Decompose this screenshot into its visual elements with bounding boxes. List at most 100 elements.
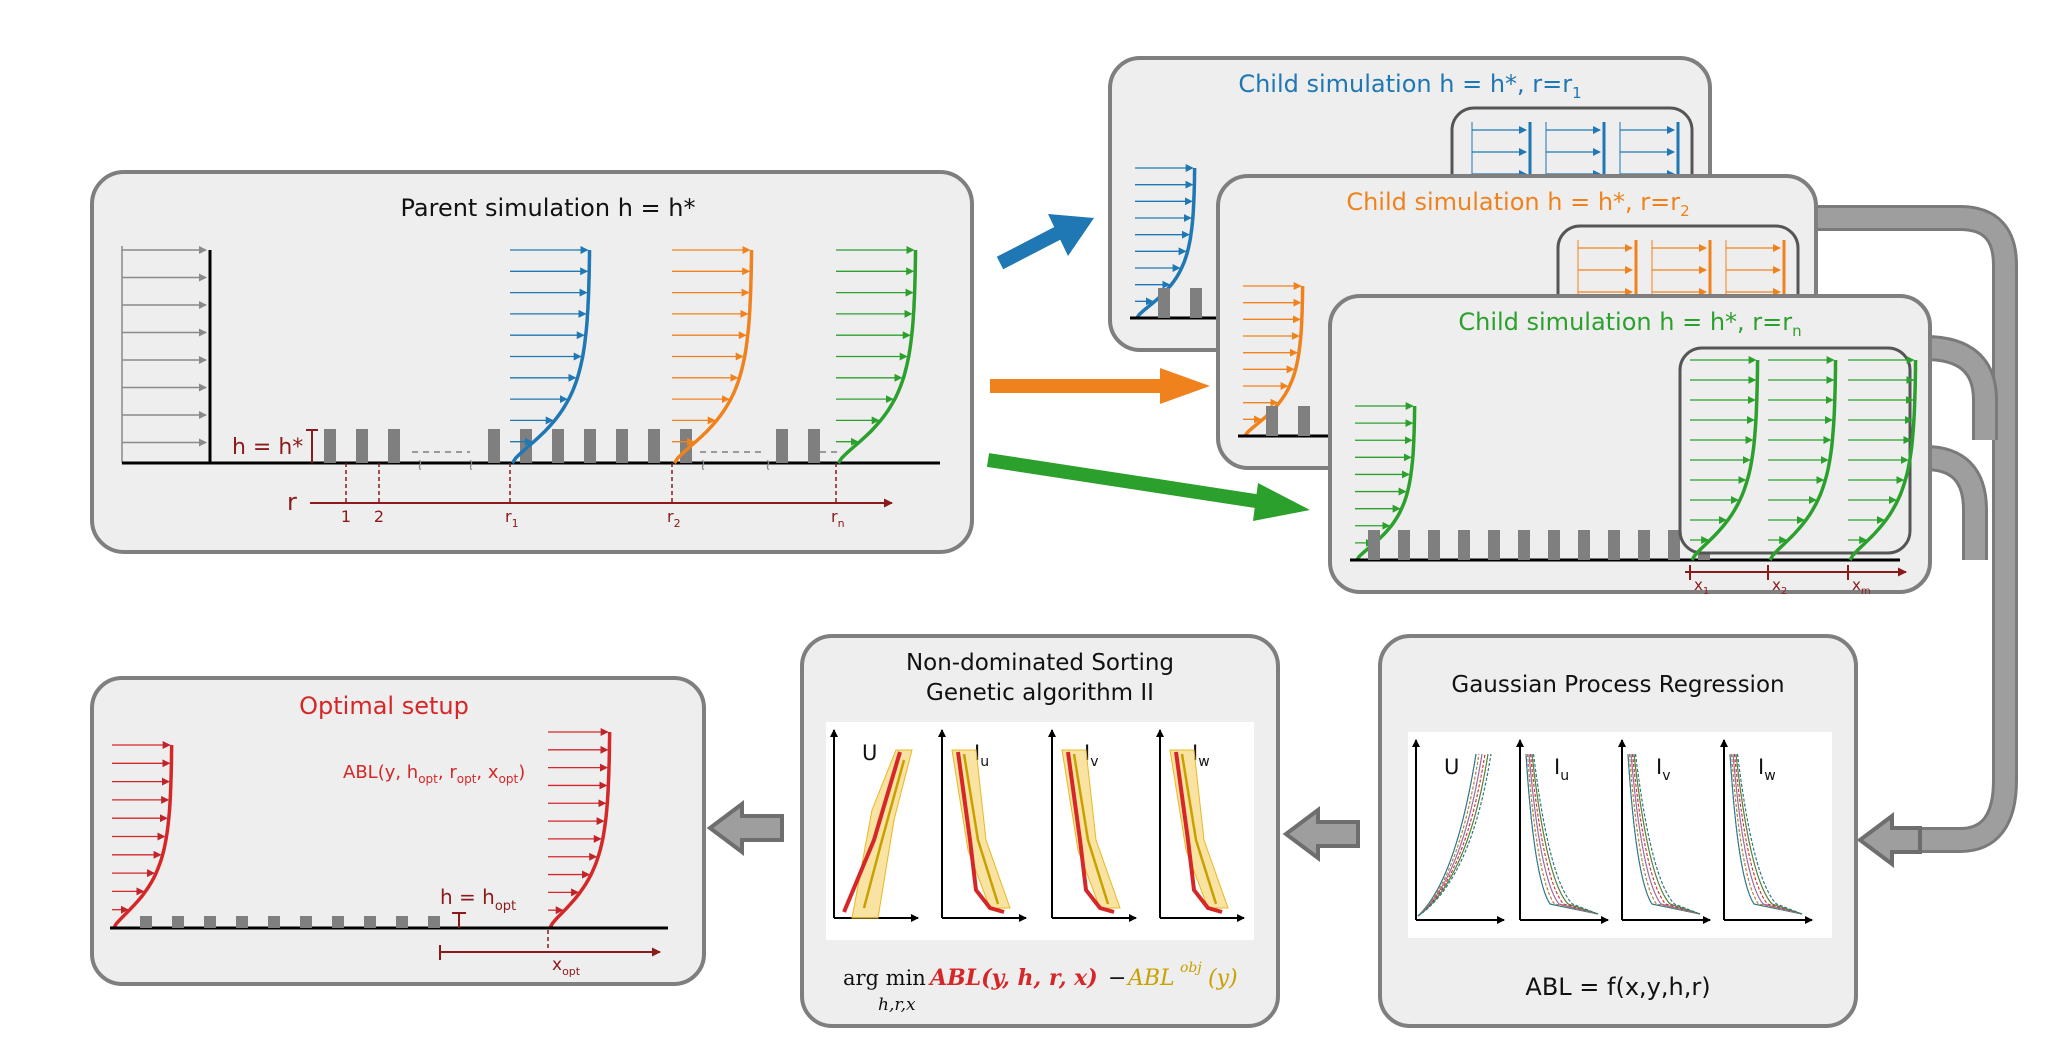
roughness-block bbox=[236, 916, 248, 928]
gpr-sample-curve bbox=[1635, 753, 1701, 915]
roughness-block bbox=[356, 429, 368, 463]
gpr-sample-curve bbox=[1729, 753, 1803, 915]
child-title: Child simulation h = h*, r=r2 bbox=[1346, 188, 1689, 220]
roughness-block bbox=[552, 429, 564, 463]
gpr-sample-curve bbox=[1417, 753, 1492, 917]
profile-r2 bbox=[672, 246, 754, 464]
gpr-sample-curve bbox=[1630, 753, 1701, 915]
roughness-block bbox=[616, 429, 628, 463]
roughness-block bbox=[364, 916, 376, 928]
formula-obj-arg: (y) bbox=[1208, 966, 1238, 991]
arrow-into-gpr bbox=[1856, 812, 1922, 868]
roughness-block bbox=[172, 916, 184, 928]
process-arrows bbox=[706, 205, 2018, 868]
nsga-title-line1: Non-dominated Sorting bbox=[906, 650, 1174, 676]
gpr-sample-curve bbox=[1527, 753, 1599, 915]
child-panels: Child simulation h = h*, r=r1 Child simul… bbox=[1108, 56, 1932, 597]
objective-band bbox=[851, 749, 913, 919]
arrow-nsga-to-optimal bbox=[706, 800, 784, 856]
formula-abl: ABL(y, h, r, x) bbox=[928, 965, 1098, 991]
profile-curve bbox=[672, 250, 754, 464]
r-ticks: 1 2 r1 r2 rn≀ ≀ ≀ ≀ bbox=[341, 455, 845, 530]
parent-title: Parent simulation h = h* bbox=[401, 194, 696, 222]
nsga-objective-formula: arg min h,r,x ABL(y, h, r, x) − ABL obj … bbox=[843, 960, 1238, 1015]
r-axis-label: r bbox=[287, 488, 297, 516]
nsga-title-line2: Genetic algorithm II bbox=[926, 680, 1154, 706]
gpr-equation: ABL = f(x,y,h,r) bbox=[1525, 973, 1710, 1001]
r-tick-label: 2 bbox=[374, 507, 384, 526]
optimal-curve bbox=[1174, 751, 1223, 914]
sampling-box bbox=[1678, 346, 1912, 555]
gpr-sample-curve bbox=[1737, 753, 1803, 915]
gpr-sample-curve bbox=[1417, 753, 1489, 917]
objective-band bbox=[951, 749, 1011, 909]
gpr-sample-curve bbox=[1528, 753, 1599, 915]
roughness-block bbox=[324, 429, 336, 463]
gpr-sample-curve bbox=[1525, 753, 1599, 915]
inflow-profile bbox=[121, 246, 207, 463]
arrow-to-child-green bbox=[986, 453, 1310, 521]
gpr-sample-curve bbox=[1633, 753, 1701, 915]
roughness-block bbox=[396, 916, 408, 928]
objective-band bbox=[1061, 749, 1121, 909]
objective-curve bbox=[1072, 753, 1110, 905]
child-inflow-profile bbox=[1355, 402, 1417, 561]
optimal-panel: Optimal setup ABL(y, hopt, ropt, xopt) h… bbox=[90, 676, 706, 986]
height-label: h = h* bbox=[232, 435, 303, 460]
formula-argmin: arg min bbox=[843, 966, 926, 990]
break-symbol: ≀ bbox=[765, 455, 771, 474]
optimal-curve bbox=[956, 751, 1005, 914]
gpr-sample-curve bbox=[1417, 753, 1480, 917]
roughness-block bbox=[332, 916, 344, 928]
gpr-sample-curve bbox=[1735, 753, 1803, 915]
optimal-title: Optimal setup bbox=[299, 692, 469, 720]
gpr-plot-area bbox=[1408, 732, 1832, 938]
objective-curve bbox=[962, 753, 1000, 905]
formula-obj: ABL bbox=[1126, 966, 1175, 991]
profile-curve bbox=[836, 250, 918, 464]
profile-curve bbox=[1768, 359, 1838, 561]
objective-band bbox=[1169, 749, 1229, 909]
gpr-sample-curve bbox=[1531, 753, 1599, 915]
plot-label: U bbox=[862, 741, 877, 765]
optimal-curve bbox=[1066, 751, 1115, 914]
gpr-sample-curve bbox=[1627, 753, 1701, 915]
sampled-profiles bbox=[510, 246, 918, 464]
sampled-profile bbox=[1768, 356, 1838, 561]
roughness-block bbox=[1668, 530, 1680, 560]
profile-curve bbox=[112, 745, 174, 929]
roughness-block bbox=[1190, 288, 1202, 318]
gpr-sample-curve bbox=[1417, 753, 1486, 917]
roughness-block bbox=[1608, 530, 1620, 560]
roughness-block bbox=[1266, 406, 1278, 436]
roughness-block bbox=[1368, 530, 1380, 560]
roughness-block bbox=[140, 916, 152, 928]
roughness-block bbox=[1398, 530, 1410, 560]
child-inflow-profile bbox=[1135, 164, 1197, 320]
roughness-block bbox=[1518, 530, 1530, 560]
gpr-sample-curve bbox=[1734, 753, 1803, 915]
profile-curve bbox=[1355, 406, 1417, 561]
gpr-sample-curve bbox=[1417, 753, 1483, 917]
arrow-to-child-blue bbox=[996, 214, 1094, 270]
roughness-block bbox=[1158, 288, 1170, 318]
roughness-block bbox=[1578, 530, 1590, 560]
sampled-profile bbox=[1690, 356, 1760, 561]
optimal-drawing bbox=[110, 728, 668, 960]
gpr-sample-curve bbox=[1530, 753, 1599, 915]
roughness-block bbox=[1458, 530, 1470, 560]
gpr-sample-curve bbox=[1629, 753, 1701, 915]
gpr-sample-curve bbox=[1632, 753, 1701, 915]
sampled-profile bbox=[1848, 356, 1918, 561]
roughness-block bbox=[1488, 530, 1500, 560]
gpr-sample-curve bbox=[1533, 753, 1599, 915]
roughness-block bbox=[1298, 406, 1310, 436]
gpr-sample-curve bbox=[1731, 753, 1803, 915]
optimal-inflow-profile bbox=[112, 741, 174, 929]
roughness-block bbox=[584, 429, 596, 463]
break-symbol: ≀ bbox=[468, 455, 474, 474]
plot-label: U bbox=[1444, 755, 1459, 779]
roughness-block bbox=[204, 916, 216, 928]
